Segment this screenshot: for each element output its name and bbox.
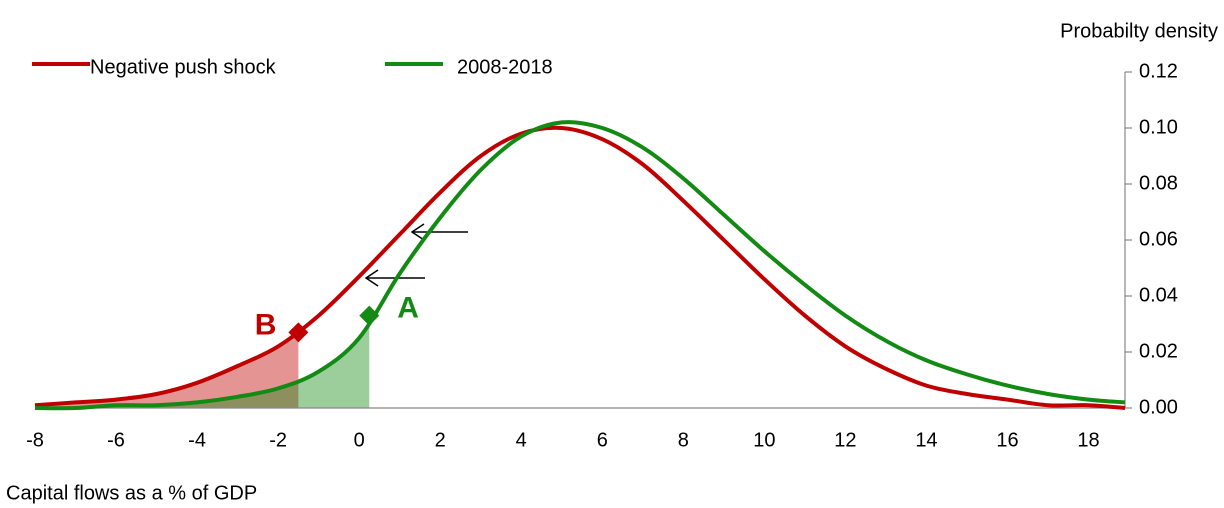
marker bbox=[359, 305, 380, 326]
x-tick-label: -4 bbox=[188, 429, 206, 451]
y-tick-label: 0.06 bbox=[1139, 228, 1178, 250]
marker-label: B bbox=[255, 308, 277, 341]
x-tick-label: 2 bbox=[435, 429, 446, 451]
x-tick-label: 18 bbox=[1077, 429, 1099, 451]
x-tick-label: 12 bbox=[834, 429, 856, 451]
x-tick-label: 4 bbox=[516, 429, 527, 451]
x-tick-label: 8 bbox=[678, 429, 689, 451]
x-tick-label: 10 bbox=[753, 429, 775, 451]
shaded-area bbox=[35, 332, 299, 408]
y-tick-label: 0.12 bbox=[1139, 60, 1178, 82]
y-axis-label: Probabilty density bbox=[1060, 20, 1218, 42]
y-tick-label: 0.10 bbox=[1139, 116, 1178, 138]
curve bbox=[34, 125, 1126, 410]
x-tick-label: 14 bbox=[915, 429, 937, 451]
x-tick-label: -8 bbox=[26, 429, 44, 451]
x-tick-label: -6 bbox=[107, 429, 125, 451]
x-tick-label: 6 bbox=[597, 429, 608, 451]
y-tick-label: 0.00 bbox=[1139, 396, 1178, 418]
x-tick-label: 0 bbox=[354, 429, 365, 451]
marker bbox=[288, 322, 309, 343]
x-tick-label: 16 bbox=[996, 429, 1018, 451]
shaded-areas bbox=[35, 315, 370, 409]
marker-label: A bbox=[397, 292, 419, 325]
y-tick-label: 0.08 bbox=[1139, 172, 1178, 194]
x-axis-label: Capital flows as a % of GDP bbox=[6, 482, 257, 504]
shaded-area bbox=[35, 315, 370, 409]
curve bbox=[34, 120, 1126, 411]
legend-label: 2008-2018 bbox=[457, 56, 553, 78]
y-tick-label: 0.04 bbox=[1139, 284, 1178, 306]
x-tick-label: -2 bbox=[269, 429, 287, 451]
y-tick-label: 0.02 bbox=[1139, 340, 1178, 362]
legend-label: Negative push shock bbox=[90, 56, 277, 78]
